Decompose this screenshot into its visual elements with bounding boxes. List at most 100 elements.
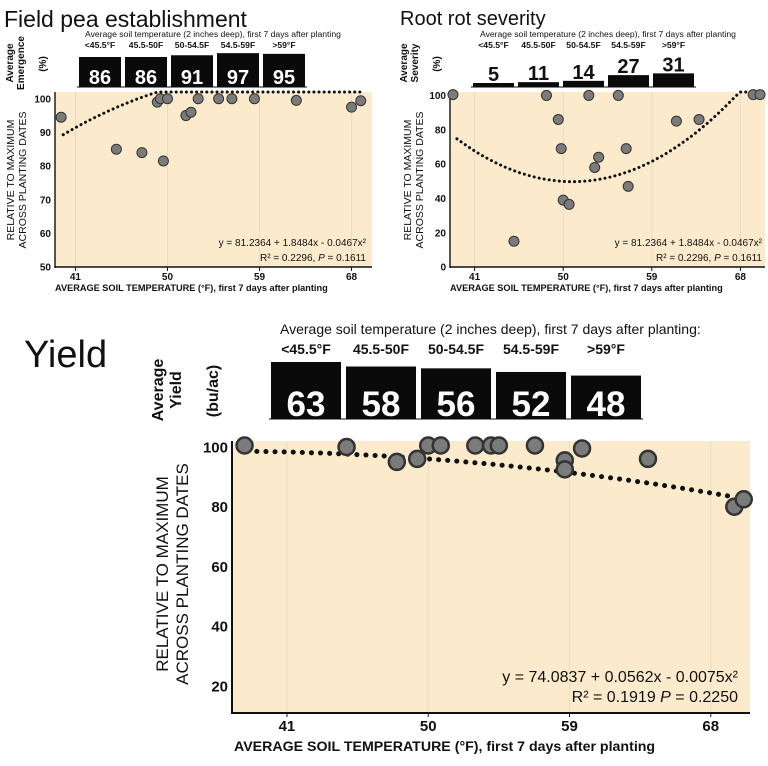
y-axis-label-line2: ACROSS PLANTING DATES bbox=[173, 463, 192, 685]
category-bar bbox=[473, 83, 514, 87]
category-bar bbox=[571, 375, 641, 419]
y-tick-label: 20 bbox=[211, 678, 228, 695]
data-point bbox=[583, 89, 595, 101]
y-tick-label: 100 bbox=[34, 94, 51, 105]
bar-value-label: 52 bbox=[512, 385, 551, 424]
category-label: 50-54.5F bbox=[566, 40, 600, 50]
bar-unit-label: (%) bbox=[38, 56, 49, 72]
regression-stats: R² = 0.1919 P = 0.2250 bbox=[572, 689, 738, 706]
x-tick-label: 59 bbox=[561, 718, 578, 735]
x-tick-label: 68 bbox=[735, 272, 747, 283]
y-axis-label: RELATIVE TO MAXIMUM ACROSS PLANTING DATES bbox=[5, 112, 29, 249]
data-point bbox=[638, 449, 658, 469]
data-point bbox=[552, 113, 564, 125]
y-axis-label-line2: ACROSS PLANTING DATES bbox=[17, 112, 29, 249]
data-point bbox=[235, 436, 254, 455]
bar-value-label: 48 bbox=[587, 385, 626, 424]
data-point bbox=[136, 147, 148, 159]
category-label: 45.5-50F bbox=[353, 341, 409, 357]
category-label: 54.5-59F bbox=[221, 40, 255, 50]
data-point bbox=[620, 143, 632, 155]
category-label: 45.5-50F bbox=[129, 40, 163, 50]
y-tick-label: 60 bbox=[211, 559, 228, 576]
data-point bbox=[525, 436, 545, 455]
bar-value-label: 14 bbox=[572, 62, 595, 84]
data-point bbox=[346, 101, 358, 113]
x-tick-label: 41 bbox=[70, 272, 82, 283]
category-label: 54.5-59F bbox=[611, 40, 645, 50]
x-tick-label: 50 bbox=[162, 272, 174, 283]
category-bar bbox=[263, 53, 305, 87]
y-tick-label: 90 bbox=[40, 128, 52, 139]
y-tick-label: 50 bbox=[40, 263, 52, 274]
category-label: <45.5°F bbox=[281, 341, 331, 357]
bar-y-label: AverageYield bbox=[150, 359, 185, 422]
y-axis-label-line1: RELATIVE TO MAXIMUM bbox=[5, 120, 17, 241]
regression-equation: y = 81.2364 + 1.8484x - 0.0467x² bbox=[219, 238, 367, 249]
y-tick-label: 20 bbox=[435, 228, 447, 239]
category-bar bbox=[79, 57, 121, 87]
x-tick-label: 68 bbox=[346, 272, 358, 283]
data-point bbox=[572, 439, 592, 458]
category-label: >59°F bbox=[662, 40, 685, 50]
category-bar bbox=[217, 53, 259, 87]
bar-value-label: 86 bbox=[135, 67, 157, 89]
category-bar bbox=[608, 75, 649, 87]
x-tick-label: 41 bbox=[469, 272, 481, 283]
data-point bbox=[213, 93, 225, 105]
y-axis-label: RELATIVE TO MAXIMUM ACROSS PLANTING DATES bbox=[153, 463, 192, 685]
y-axis-label-line1: RELATIVE TO MAXIMUM bbox=[153, 476, 172, 672]
bar-value-label: 95 bbox=[273, 67, 295, 89]
category-label: 50-54.5F bbox=[175, 40, 209, 50]
chart-title: Root rot severity bbox=[400, 8, 546, 30]
bar-value-label: 86 bbox=[89, 67, 111, 89]
x-tick-label: 50 bbox=[420, 718, 437, 735]
data-point bbox=[248, 93, 260, 105]
data-point bbox=[754, 89, 766, 101]
data-point bbox=[407, 449, 427, 469]
bar-value-label: 27 bbox=[617, 56, 639, 78]
x-tick-label: 59 bbox=[254, 272, 266, 283]
data-point bbox=[555, 143, 567, 155]
category-bar bbox=[171, 55, 213, 87]
category-label: 50-54.5F bbox=[428, 341, 484, 357]
data-point bbox=[612, 89, 624, 101]
bar-value-label: 56 bbox=[437, 385, 476, 424]
y-axis-label-line2: ACROSS PLANTING DATES bbox=[414, 112, 426, 249]
data-point bbox=[563, 198, 575, 210]
plot-area bbox=[450, 92, 765, 267]
x-tick-label: 68 bbox=[702, 718, 719, 735]
category-label: >59°F bbox=[272, 40, 295, 50]
category-bar bbox=[421, 368, 491, 419]
category-label: 54.5-59F bbox=[503, 341, 559, 357]
data-point bbox=[157, 155, 169, 167]
chart-yield: Yield Average soil temperature (2 inches … bbox=[24, 321, 753, 755]
x-tick-label: 41 bbox=[279, 718, 296, 735]
data-point bbox=[161, 93, 173, 105]
category-bar bbox=[518, 82, 559, 87]
x-axis-label: AVERAGE SOIL TEMPERATURE (°F), first 7 d… bbox=[450, 283, 723, 293]
chart-title: Field pea establishment bbox=[4, 6, 248, 32]
y-tick-label: 0 bbox=[440, 263, 446, 274]
data-point bbox=[622, 180, 634, 192]
data-point bbox=[555, 460, 575, 479]
category-label: <45.5°F bbox=[85, 40, 115, 50]
chart-title: Yield bbox=[24, 334, 107, 376]
plot-area bbox=[55, 92, 372, 267]
data-point bbox=[192, 93, 204, 105]
category-bar bbox=[653, 73, 694, 87]
data-point bbox=[110, 143, 122, 155]
x-tick-label: 50 bbox=[558, 272, 570, 283]
data-point bbox=[337, 437, 356, 457]
bar-value-label: 97 bbox=[227, 67, 249, 89]
category-label: 45.5-50F bbox=[521, 40, 555, 50]
y-tick-label: 80 bbox=[40, 162, 52, 173]
y-tick-label: 80 bbox=[435, 125, 447, 136]
regression-equation: y = 81.2364 + 1.8484x - 0.0467x² bbox=[615, 238, 763, 249]
bar-value-label: 31 bbox=[662, 54, 684, 76]
regression-stats: R² = 0.2296, P = 0.1611 bbox=[260, 253, 366, 264]
data-point bbox=[185, 106, 197, 118]
data-point bbox=[447, 89, 459, 101]
